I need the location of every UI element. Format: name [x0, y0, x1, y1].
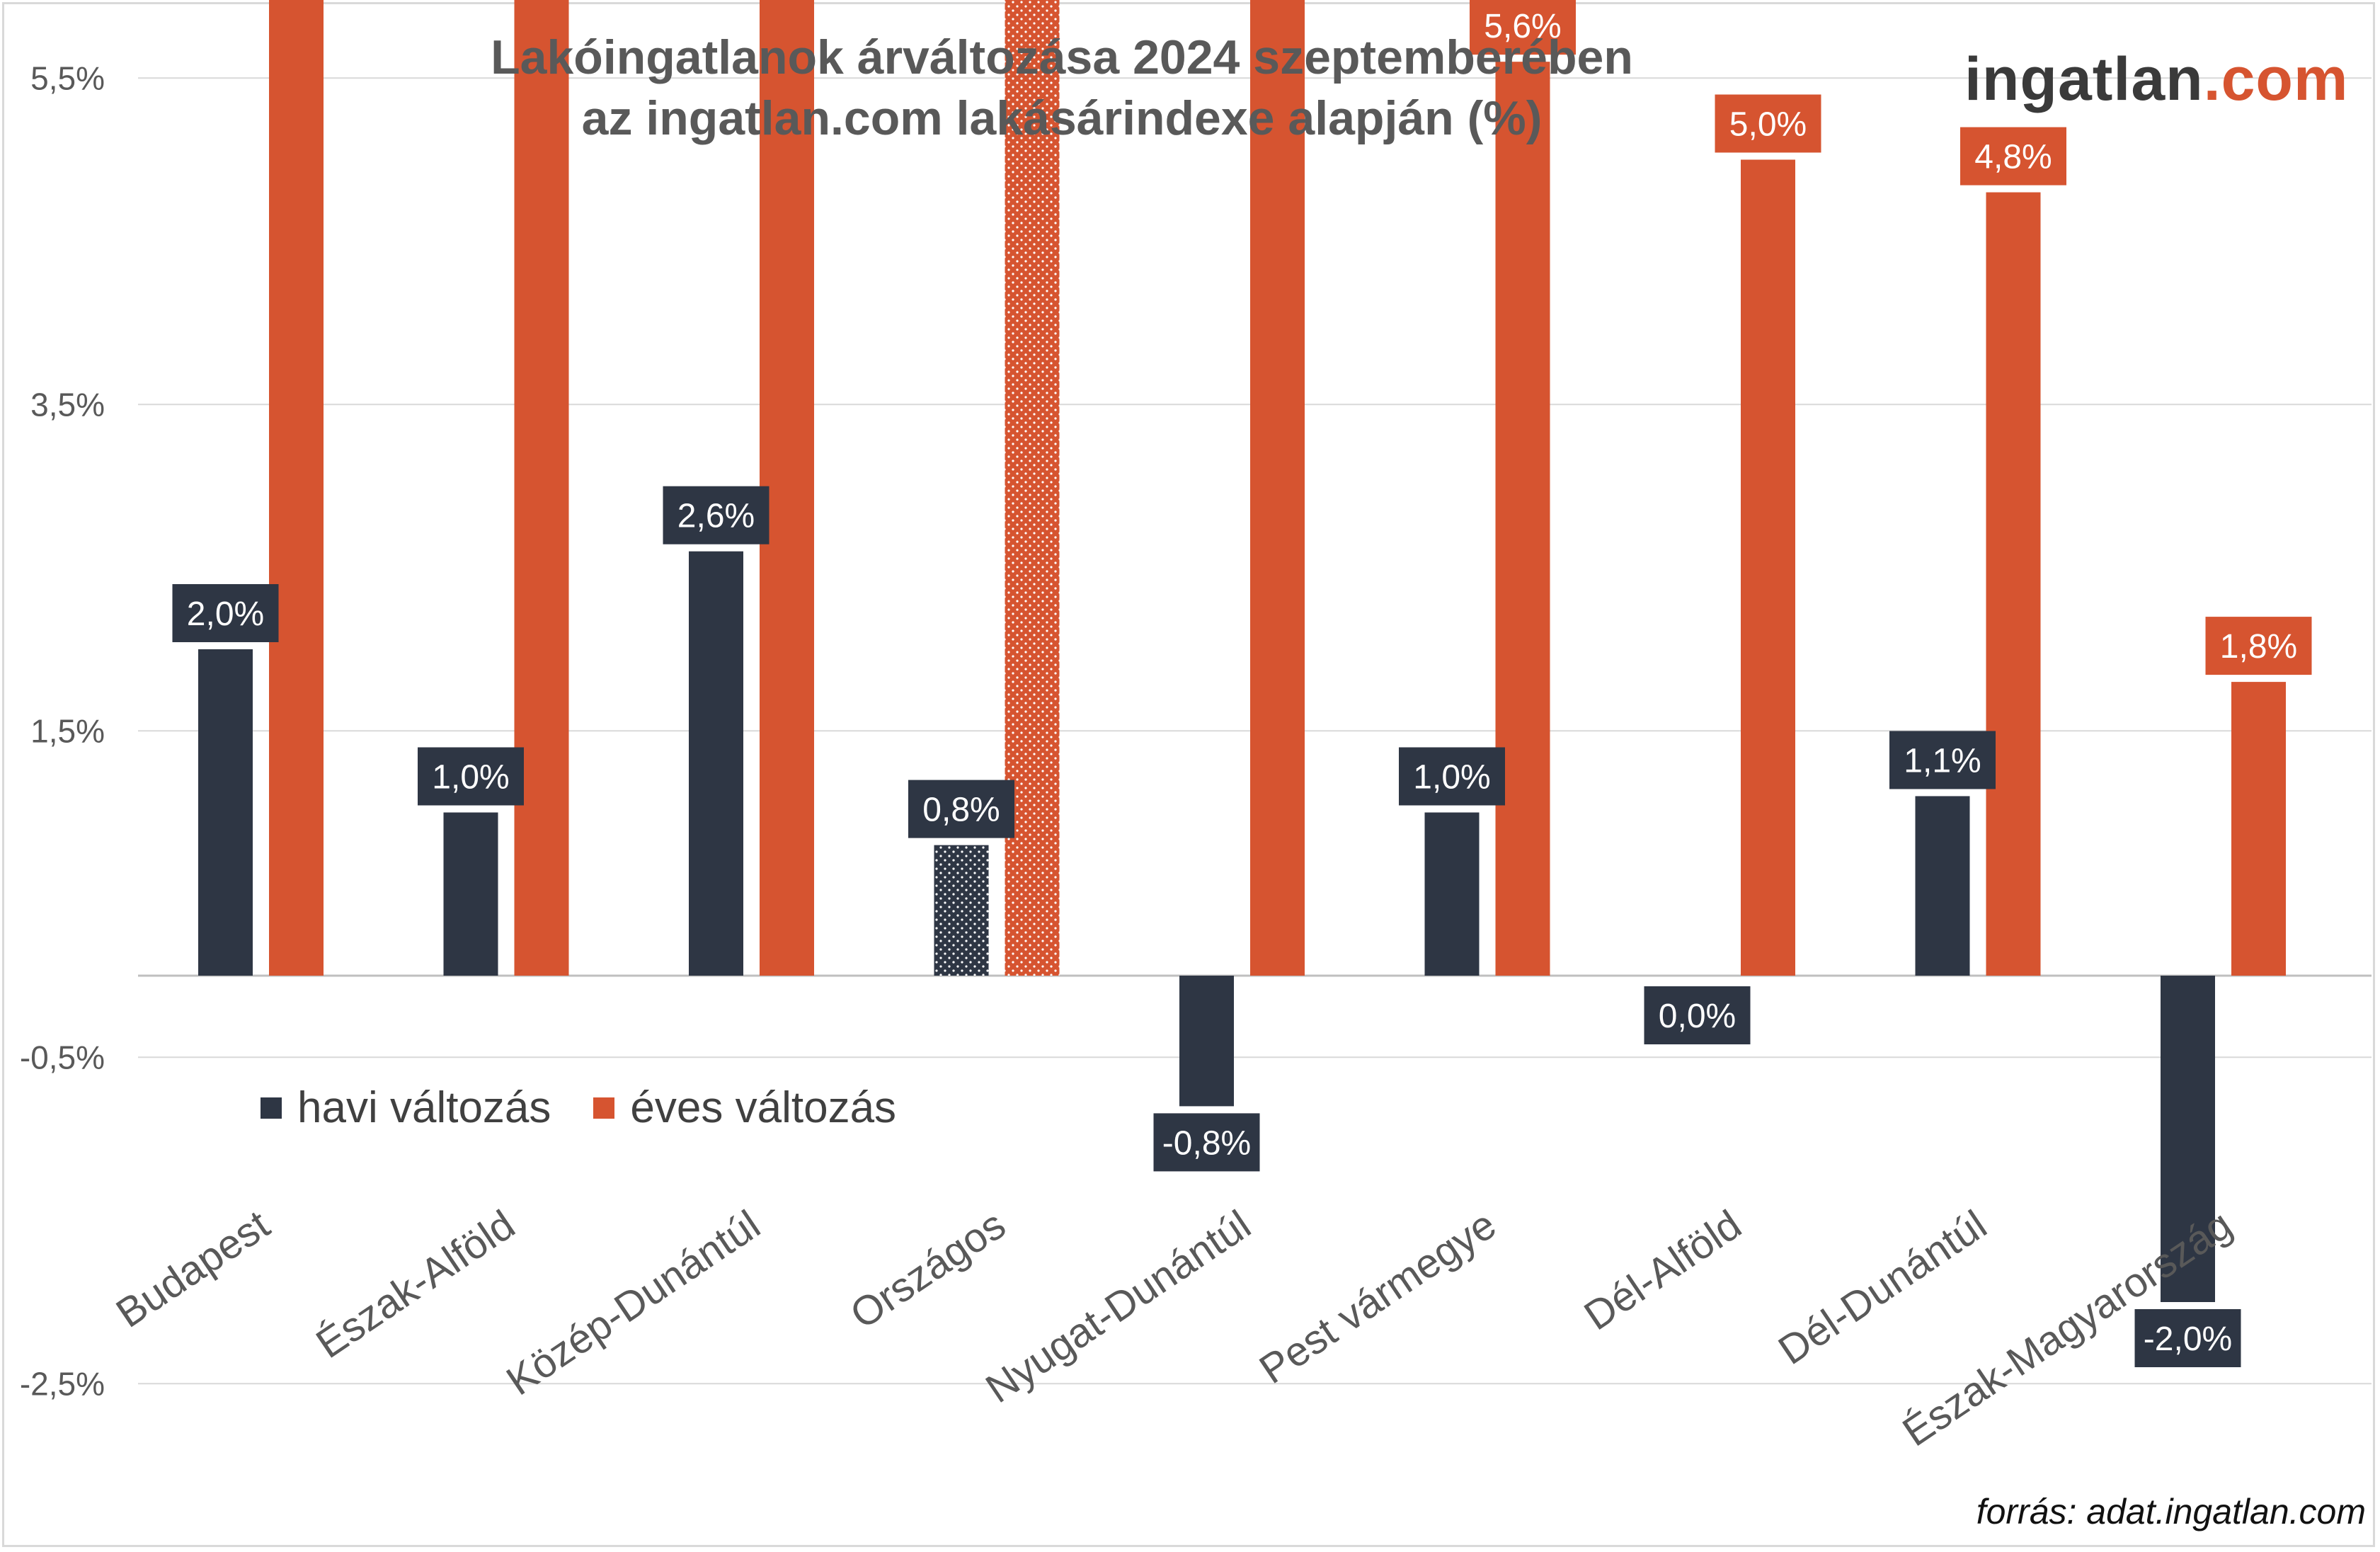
data-label-monthly: 0,0%: [1659, 998, 1736, 1035]
legend-item-monthly: havi változás: [261, 1083, 551, 1133]
bar-annual: [1250, 0, 1305, 976]
source-note: forrás: adat.ingatlan.com: [1976, 1492, 2366, 1531]
y-axis-labels: 9,5%7,5%5,5%3,5%1,5%-0,5%-2,5%: [20, 59, 105, 1402]
data-label-box: [2205, 617, 2312, 675]
bar-monthly: [689, 551, 743, 976]
data-label-monthly: 2,0%: [187, 595, 264, 633]
bar-annual: [1495, 62, 1550, 976]
data-labels: 2,0%9,1%1,0%9,0%2,6%8,2%0,8%6,7%-0,8%6,0…: [172, 0, 2312, 1367]
bar-monthly: [1179, 976, 1234, 1107]
data-label-box: [2134, 1309, 2241, 1367]
data-label-box: [1889, 731, 1996, 789]
legend-swatch-annual: [593, 1097, 615, 1119]
data-label-box: [1715, 94, 1821, 153]
data-label-box: [663, 486, 770, 544]
data-label-monthly: -0,8%: [1162, 1124, 1251, 1162]
y-tick-label: -2,5%: [20, 1365, 105, 1402]
data-label-annual: 5,0%: [1729, 106, 1807, 144]
x-tick-label: Nyugat-Dunántúl: [978, 1202, 1259, 1412]
bar-monthly: [198, 649, 253, 976]
data-label-box: [908, 780, 1014, 838]
data-label-monthly: -2,0%: [2144, 1320, 2232, 1358]
legend-swatch-monthly: [261, 1097, 282, 1119]
data-label-monthly: 2,6%: [677, 498, 755, 535]
x-tick-label: Dél-Dunántúl: [1770, 1202, 1995, 1374]
x-tick-label: Budapest: [108, 1202, 278, 1337]
x-tick-label: Közép-Dunántúl: [498, 1202, 768, 1404]
logo-main-text: ingatlan: [1964, 45, 2204, 113]
bar-annual: [1986, 192, 2041, 976]
y-tick-label: -0,5%: [20, 1039, 105, 1075]
y-tick-label: 5,5%: [30, 59, 105, 96]
data-label-monthly: 0,8%: [922, 792, 1000, 829]
legend-item-annual: éves változás: [593, 1083, 896, 1133]
data-label-box: [1153, 1113, 1260, 1172]
data-label-annual: 1,8%: [2220, 628, 2297, 666]
data-label-box: [172, 584, 279, 642]
x-tick-label: Pest vármegye: [1252, 1202, 1504, 1393]
bar-monthly: [2161, 976, 2215, 1302]
bar-monthly: [1424, 812, 1480, 976]
data-label-monthly: 1,0%: [1413, 759, 1490, 797]
brand-logo: ingatlan.com: [1964, 44, 2348, 115]
bar-annual: [2231, 682, 2286, 976]
bar-annual: [514, 0, 569, 976]
data-label-box: [1470, 0, 1576, 55]
legend-label-monthly: havi változás: [297, 1083, 551, 1132]
bar-monthly: [1915, 796, 1970, 976]
data-label-monthly: 1,0%: [432, 759, 509, 797]
chart-title-line1: Lakóingatlanok árváltozása 2024 szeptemb…: [491, 30, 1633, 84]
x-tick-label: Dél-Alföld: [1576, 1202, 1749, 1339]
data-label-box: [1399, 747, 1505, 806]
bar-monthly: [443, 812, 498, 976]
chart-legend: havi változás éves változás: [261, 1083, 939, 1133]
data-label-monthly: 1,1%: [1904, 742, 1981, 780]
chart-title-line2: az ingatlan.com lakásárindexe alapján (%…: [581, 91, 1543, 145]
y-tick-label: 3,5%: [30, 386, 105, 423]
x-tick-label: Országos: [842, 1202, 1014, 1338]
data-label-box: [1960, 127, 2066, 186]
legend-label-annual: éves változás: [630, 1083, 897, 1132]
bar-monthly: [934, 845, 989, 976]
bar-annual: [269, 0, 324, 976]
logo-suffix-text: .com: [2203, 45, 2349, 113]
x-tick-label: Észak-Alföld: [308, 1202, 523, 1367]
data-label-annual: 4,8%: [1974, 139, 2052, 176]
data-label-box: [1644, 986, 1751, 1044]
y-tick-label: 1,5%: [30, 712, 105, 749]
bar-annual: [1741, 159, 1795, 976]
data-label-box: [418, 747, 524, 806]
data-label-annual: 5,6%: [1484, 8, 1561, 45]
